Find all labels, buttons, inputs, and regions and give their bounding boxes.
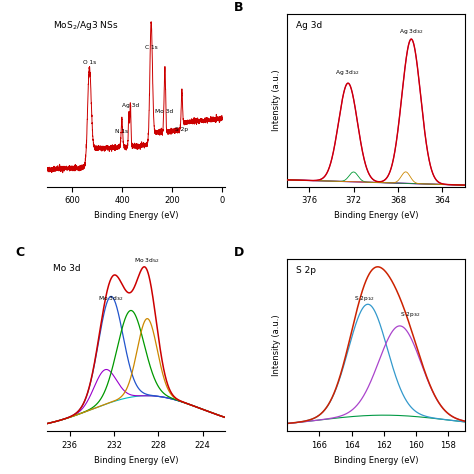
Text: S 2p$_{1/2}$: S 2p$_{1/2}$	[354, 295, 375, 303]
Text: Mo 3d$_{5/2}$: Mo 3d$_{5/2}$	[134, 256, 160, 264]
Text: S 2p: S 2p	[175, 127, 189, 132]
Text: Ag 3d: Ag 3d	[122, 103, 139, 108]
Text: C: C	[16, 246, 25, 258]
Text: O 1s: O 1s	[83, 61, 96, 65]
Y-axis label: Intensity (a.u.): Intensity (a.u.)	[273, 314, 282, 376]
X-axis label: Binding Energy (eV): Binding Energy (eV)	[94, 456, 178, 465]
Text: N 1s: N 1s	[115, 128, 128, 134]
Text: B: B	[234, 1, 243, 14]
X-axis label: Binding Energy (eV): Binding Energy (eV)	[94, 211, 178, 220]
X-axis label: Binding Energy (eV): Binding Energy (eV)	[334, 211, 418, 220]
Text: Mo 3d$_{3/2}$: Mo 3d$_{3/2}$	[98, 295, 124, 303]
Y-axis label: Intensity (a.u.): Intensity (a.u.)	[273, 70, 282, 131]
Text: C 1s: C 1s	[145, 46, 157, 50]
X-axis label: Binding Energy (eV): Binding Energy (eV)	[334, 456, 418, 465]
Text: D: D	[234, 246, 244, 258]
Text: MoS$_2$/Ag3 NSs: MoS$_2$/Ag3 NSs	[53, 19, 118, 32]
Text: Ag 3d$_{1/2}$: Ag 3d$_{1/2}$	[336, 68, 361, 77]
Text: Ag 3d: Ag 3d	[296, 21, 322, 30]
Text: Mo 3d: Mo 3d	[53, 264, 81, 273]
Text: Mo 3d: Mo 3d	[155, 109, 173, 114]
Text: Ag 3d$_{3/2}$: Ag 3d$_{3/2}$	[399, 27, 424, 36]
Text: S 2p: S 2p	[296, 266, 316, 275]
Text: S 2p$_{3/2}$: S 2p$_{3/2}$	[400, 310, 421, 319]
